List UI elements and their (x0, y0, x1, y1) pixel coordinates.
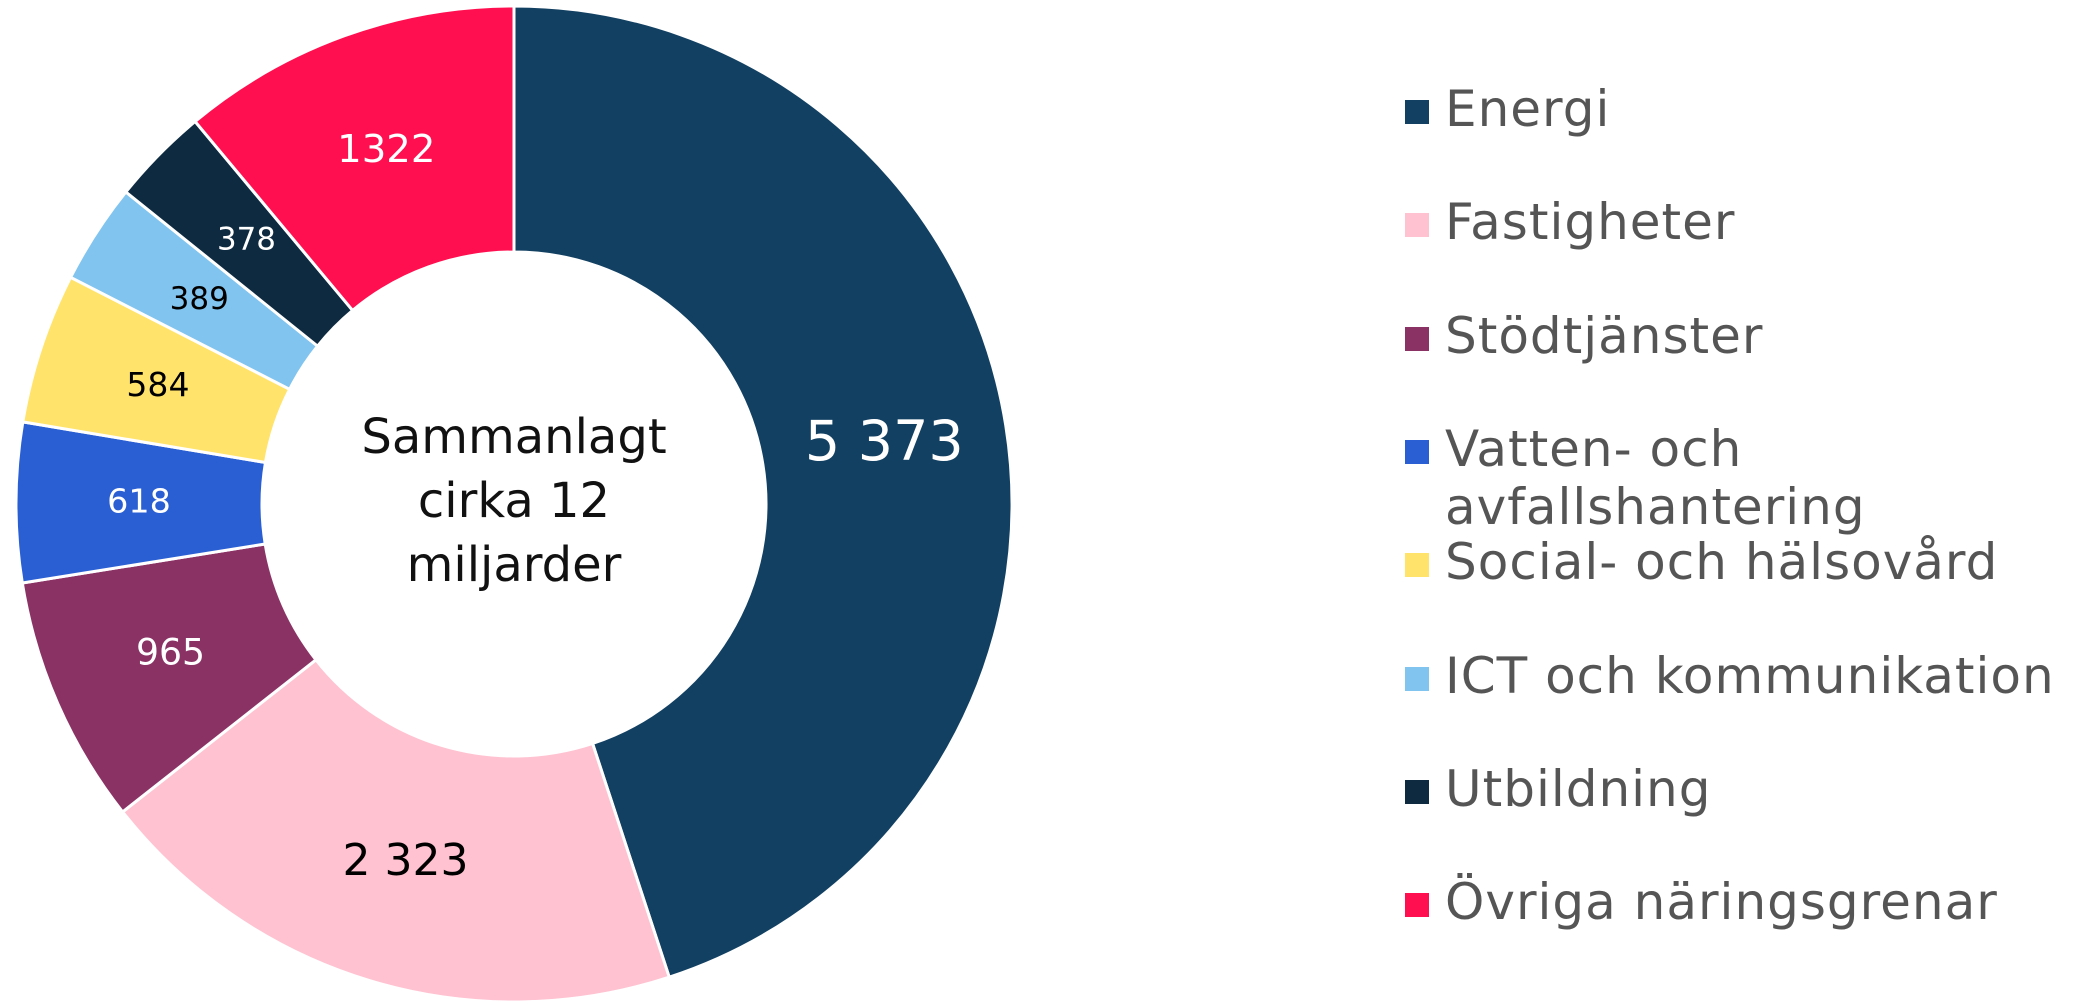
legend-label: Vatten- och avfallshantering (1445, 419, 1866, 536)
legend-swatch (1405, 439, 1429, 464)
legend-swatch (1405, 893, 1429, 918)
legend-swatch (1405, 100, 1429, 124)
data-label: 618 (107, 481, 171, 520)
data-label: 1322 (337, 127, 435, 172)
legend-swatch (1405, 553, 1429, 578)
legend-swatch (1405, 779, 1429, 804)
data-label: 2 323 (342, 835, 468, 886)
legend-item: ICT och kommunikation (1405, 647, 2085, 705)
legend-label: ICT och kommunikation (1445, 646, 2055, 705)
center-label: miljarder (407, 537, 622, 593)
donut-slice (512, 4, 1014, 980)
legend-item: Energi (1405, 80, 2085, 138)
data-label: 378 (217, 222, 276, 258)
legend-swatch (1405, 213, 1429, 238)
chart: 5 373 2 323 965 618 584 389 378 1322 Sammanlagt c… (14, 4, 1014, 1004)
center-label: cirka 12 (418, 473, 610, 529)
legend-item: Social- och hälsovård (1405, 533, 2085, 591)
center-label: Sammanlagt (361, 409, 666, 465)
donut-slice (120, 657, 672, 1004)
legend-label: Stödtjänster (1445, 306, 1764, 365)
data-label: 965 (136, 630, 205, 673)
donut-slice (192, 4, 516, 313)
legend-item: Utbildning (1405, 760, 2085, 818)
data-label: 584 (126, 365, 189, 404)
legend-item: Vatten- och avfallshantering (1405, 420, 2085, 536)
data-label: 5 373 (805, 409, 964, 474)
legend-item: Fastigheter (1405, 193, 2085, 251)
legend-item: Stödtjänster (1405, 307, 2085, 365)
legend-swatch (1405, 666, 1429, 691)
legend-label: Utbildning (1445, 759, 1712, 818)
legend-swatch (1405, 326, 1429, 351)
data-label: 389 (170, 281, 229, 317)
legend-label: Social- och hälsovård (1445, 533, 1999, 592)
legend-item: Övriga näringsgrenar (1405, 873, 2085, 931)
legend-label: Fastigheter (1445, 193, 1736, 252)
legend-label: Energi (1445, 80, 1611, 138)
legend-label: Övriga näringsgrenar (1445, 873, 1998, 932)
